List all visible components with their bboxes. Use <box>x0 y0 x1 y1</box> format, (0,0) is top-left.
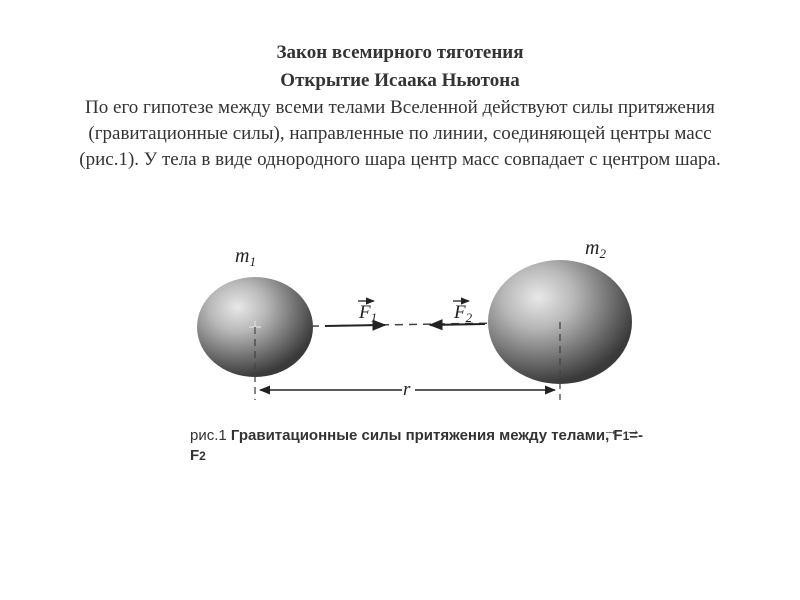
caption-lead: рис.1 <box>190 427 231 444</box>
figure-container: F1 F2 m1 m2 r → → рис.1 Гравитационные с… <box>140 232 660 467</box>
title-block: Закон всемирного тяготения Открытие Исаа… <box>70 40 730 93</box>
label-m2: m2 <box>585 237 606 261</box>
label-f1: F1 <box>358 302 377 325</box>
title-line-2: Открытие Исаака Ньютона <box>70 68 730 94</box>
label-f2: F2 <box>453 302 473 325</box>
force-arrow-f2 <box>430 324 485 325</box>
label-m1: m1 <box>235 245 256 269</box>
caption-strong-1: Гравитационные силы притяжения между тел… <box>231 427 623 444</box>
force-arrow-f1 <box>325 325 385 326</box>
caption-vector-arrows-icon: → → <box>603 420 642 442</box>
slide-page: Закон всемирного тяготения Открытие Исаа… <box>0 0 800 600</box>
figure-caption: → → рис.1 Гравитационные силы притяжения… <box>140 426 660 467</box>
gravity-diagram: F1 F2 m1 m2 r <box>140 232 660 402</box>
label-r: r <box>403 379 411 400</box>
title-line-1: Закон всемирного тяготения <box>70 40 730 66</box>
caption-sub2: 2 <box>199 449 206 463</box>
hypothesis-paragraph: По его гипотезе между всеми телами Вселе… <box>70 95 730 172</box>
